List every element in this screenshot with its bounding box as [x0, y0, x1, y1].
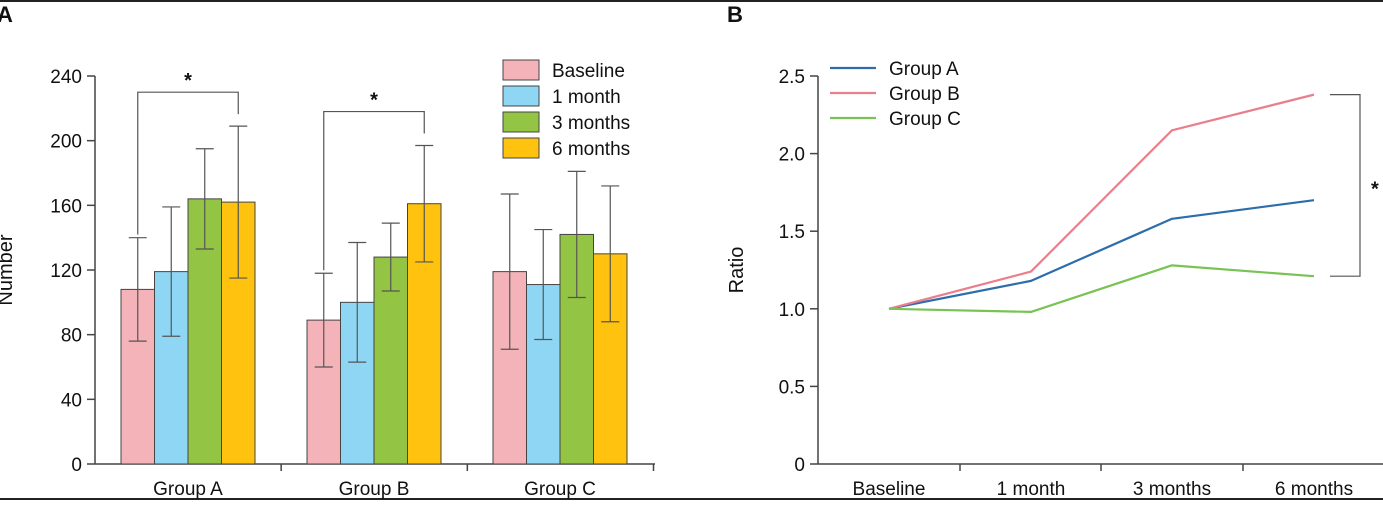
panel-a-label: A [0, 2, 13, 27]
panel-b-annotations: * [1330, 94, 1379, 277]
legend-label: 6 months [552, 139, 630, 160]
panel-b-legend: Group A Group B Group C [830, 59, 961, 130]
significance-star: * [184, 70, 192, 92]
series-line [888, 264, 1315, 314]
significance-star: * [1371, 178, 1379, 200]
y-tick-label: 120 [50, 261, 82, 282]
legend-swatch [502, 59, 540, 81]
y-tick-label: 80 [61, 326, 82, 347]
panel-a-error-bars [128, 125, 620, 368]
legend-label: Baseline [552, 61, 625, 82]
x-tick-label: 1 month [997, 479, 1066, 500]
y-tick-label: 240 [50, 67, 82, 88]
x-tick-label: Baseline [853, 479, 926, 500]
y-tick-label: 40 [61, 390, 82, 411]
panel-a-annotations: ** [137, 70, 425, 271]
legend-label: 3 months [552, 113, 630, 134]
significance-bracket [1330, 94, 1361, 277]
legend-label: Group C [889, 109, 961, 130]
legend-swatch [502, 85, 540, 107]
y-tick-label: 2.0 [779, 145, 805, 166]
legend-label: 1 month [552, 87, 621, 108]
x-tick-label: Group B [339, 479, 410, 500]
panel-b-y-ticks: 0 0.5 1.0 1.5 2.0 2.5 [779, 67, 818, 476]
legend-label: Group A [889, 59, 959, 80]
series-line [888, 199, 1315, 310]
legend-swatch [502, 111, 540, 133]
x-tick-label: 6 months [1275, 479, 1353, 500]
y-tick-label: 200 [50, 132, 82, 153]
legend-swatch [502, 137, 540, 159]
panel-a-legend: Baseline 1 month 3 months 6 months [502, 59, 630, 160]
y-tick-label: 0 [71, 455, 82, 476]
x-tick-label: Group C [524, 479, 596, 500]
series-line [888, 93, 1315, 310]
x-tick-label: Group A [153, 479, 223, 500]
panel-a-y-ticks: 0 40 80 120 160 200 240 [50, 67, 95, 476]
y-tick-label: 160 [50, 196, 82, 217]
x-tick-label: 3 months [1133, 479, 1211, 500]
panel-a-y-label: Number [0, 234, 17, 305]
panel-b-y-label: Ratio [726, 247, 748, 294]
panel-b-label: B [727, 2, 743, 27]
y-tick-label: 1.5 [779, 222, 805, 243]
y-tick-label: 0.5 [779, 377, 805, 398]
y-tick-label: 1.0 [779, 300, 805, 321]
significance-bracket [323, 110, 425, 271]
y-tick-label: 0 [794, 455, 805, 476]
panel-a-x-ticks: Group A Group B Group C [153, 464, 655, 500]
significance-star: * [370, 90, 378, 112]
panel-b-x-ticks: Baseline 1 month 3 months 6 months [853, 464, 1353, 500]
panel-b-lines [888, 93, 1315, 314]
legend-label: Group B [889, 84, 960, 105]
y-tick-label: 2.5 [779, 67, 805, 88]
significance-bracket [137, 91, 239, 235]
panel-a-bars [120, 198, 628, 465]
